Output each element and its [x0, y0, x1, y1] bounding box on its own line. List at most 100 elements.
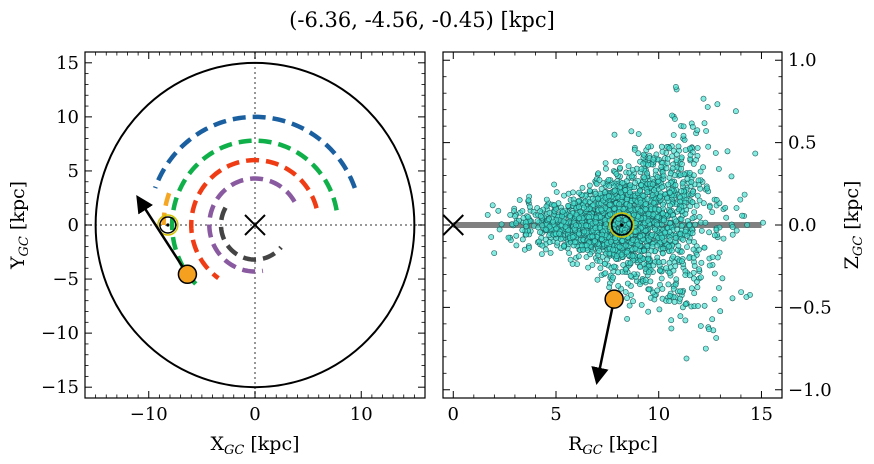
- cluster-point: [615, 269, 622, 276]
- cluster-point: [659, 234, 665, 241]
- cluster-point: [678, 188, 685, 195]
- cluster-point: [602, 160, 609, 166]
- cluster-point: [523, 231, 530, 238]
- cluster-point: [496, 226, 503, 233]
- cluster-point: [638, 182, 645, 188]
- cluster-point: [597, 258, 604, 265]
- cluster-point: [526, 244, 532, 251]
- spiral-arm-3: [207, 176, 297, 274]
- cluster-point: [677, 313, 684, 320]
- cluster-point: [677, 288, 684, 295]
- cluster-point: [670, 285, 677, 292]
- cluster-point: [590, 202, 597, 208]
- cluster-point: [716, 249, 723, 256]
- cluster-point: [694, 278, 700, 285]
- cluster-point: [695, 303, 701, 309]
- cluster-point: [589, 262, 596, 268]
- cluster-point: [616, 201, 623, 208]
- left-y-tick-label: 0: [68, 215, 79, 236]
- cluster-point: [711, 270, 718, 277]
- cluster-point: [666, 243, 672, 250]
- cluster-point: [632, 179, 638, 186]
- cluster-point: [642, 227, 649, 234]
- cluster-point: [686, 169, 693, 176]
- cluster-point: [591, 238, 598, 244]
- cluster-point: [637, 187, 643, 194]
- cluster-point: [637, 264, 643, 270]
- right-y-tick-label: −1.0: [788, 380, 832, 401]
- cluster-point: [629, 167, 636, 173]
- cluster-point: [716, 285, 722, 291]
- left-x-tick-label: −10: [130, 404, 168, 425]
- cluster-point: [694, 284, 701, 291]
- cluster-point: [712, 150, 719, 156]
- cluster-point: [691, 290, 698, 297]
- cluster-point: [673, 84, 679, 90]
- cluster-point: [644, 242, 651, 249]
- cluster-point: [607, 238, 614, 245]
- cluster-point: [581, 228, 588, 235]
- cluster-point: [680, 132, 687, 139]
- cluster-point: [652, 167, 659, 174]
- cluster-point: [484, 211, 491, 218]
- cluster-point: [670, 253, 677, 260]
- cluster-point: [650, 156, 657, 163]
- cluster-point: [630, 298, 636, 305]
- cluster-point: [665, 281, 672, 288]
- cluster-point: [669, 165, 676, 172]
- cluster-point: [627, 260, 634, 266]
- cluster-point: [627, 272, 634, 279]
- cluster-point: [669, 153, 675, 160]
- cluster-point: [525, 214, 532, 220]
- cluster-point: [543, 226, 550, 233]
- cluster-point: [728, 173, 735, 180]
- cluster-point: [576, 230, 582, 237]
- cluster-point: [670, 132, 677, 138]
- cluster-point: [668, 317, 675, 324]
- cluster-point: [551, 202, 558, 208]
- cluster-point: [695, 177, 702, 184]
- cluster-point: [696, 197, 703, 204]
- cluster-point: [697, 168, 704, 175]
- cluster-point: [673, 276, 680, 283]
- cluster-point: [700, 164, 706, 171]
- cluster-point: [580, 246, 586, 253]
- cluster-point: [649, 192, 656, 198]
- cluster-point: [678, 165, 685, 172]
- cluster-point: [559, 208, 566, 215]
- cluster-point: [680, 236, 686, 243]
- cluster-point: [729, 295, 736, 302]
- cluster-point: [491, 250, 498, 256]
- right-panel: [443, 84, 766, 385]
- cluster-point: [687, 152, 694, 158]
- cluster-point: [569, 234, 576, 240]
- cluster-point: [505, 234, 512, 241]
- cluster-point: [650, 262, 657, 269]
- cluster-point: [583, 242, 590, 249]
- cluster-point: [616, 243, 623, 250]
- cluster-point: [694, 145, 701, 151]
- cluster-point: [641, 247, 647, 254]
- cluster-point: [719, 275, 726, 282]
- cluster-point: [551, 181, 557, 188]
- cluster-point: [714, 254, 721, 261]
- cluster-point: [573, 222, 579, 229]
- cluster-point: [680, 123, 687, 130]
- cluster-point: [703, 128, 709, 134]
- cluster-point: [706, 326, 712, 333]
- cluster-point: [628, 128, 635, 135]
- cluster-point: [519, 236, 526, 243]
- cluster-point: [567, 213, 573, 219]
- cluster-point: [539, 242, 546, 249]
- cluster-point: [645, 210, 652, 217]
- right-x-tick-label: 15: [750, 404, 773, 425]
- cluster-point: [688, 285, 695, 292]
- cluster-point: [682, 317, 689, 324]
- cluster-point: [593, 180, 600, 187]
- cluster-point: [576, 189, 582, 196]
- right-x-tick-label: 0: [448, 404, 459, 425]
- cluster-point: [527, 203, 533, 210]
- cluster-point: [713, 335, 720, 341]
- cluster-point: [657, 193, 664, 200]
